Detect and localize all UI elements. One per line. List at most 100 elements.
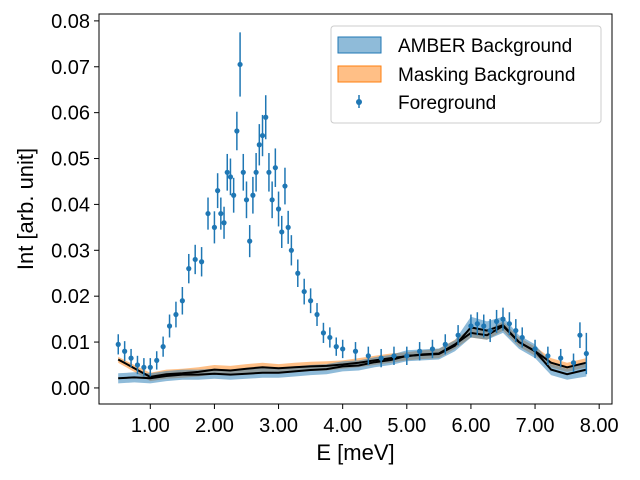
foreground-point [253, 169, 259, 175]
y-tick-label: 0.06 [51, 103, 90, 125]
plot-area [115, 32, 589, 384]
foreground-point [234, 128, 240, 134]
legend-label-amber: AMBER Background [398, 36, 572, 57]
y-tick-label: 0.04 [51, 194, 90, 216]
foreground-point [115, 341, 121, 347]
foreground-point [218, 210, 224, 217]
x-tick-label: 5.00 [387, 415, 426, 437]
y-tick-label: 0.01 [51, 332, 90, 354]
foreground-point [272, 165, 278, 171]
y-axis: 0.00 0.01 0.02 0.03 0.04 0.05 0.06 0.07 0.08 [51, 11, 99, 400]
x-tick-label: 4.00 [323, 415, 362, 437]
foreground-point [519, 334, 525, 341]
legend-swatch-masking [337, 65, 382, 83]
foreground-point [186, 266, 192, 272]
foreground-point [481, 323, 487, 329]
foreground-point [256, 142, 262, 148]
foreground-point [513, 327, 519, 334]
x-tick-label: 2.00 [195, 415, 234, 437]
foreground-point [301, 288, 307, 295]
foreground-point [417, 348, 423, 354]
foreground-point [506, 321, 512, 327]
foreground-point [314, 311, 320, 318]
foreground-point [429, 346, 436, 352]
foreground-point [493, 318, 500, 325]
legend-label-masking: Masking Background [398, 65, 575, 86]
y-tick-label: 0.00 [51, 378, 90, 400]
x-axis-label: E [meV] [316, 440, 394, 465]
foreground-point [583, 350, 589, 357]
foreground-point [147, 364, 153, 370]
foreground-point [221, 220, 227, 226]
legend-swatch-amber [337, 36, 382, 54]
foreground-point [455, 332, 461, 338]
y-tick-label: 0.07 [51, 57, 90, 79]
legend-frame [330, 25, 602, 124]
foreground-point [340, 346, 346, 352]
legend-label-foreground: Foreground [398, 93, 496, 114]
y-tick-label: 0.08 [51, 11, 90, 33]
foreground-point [577, 332, 583, 338]
foreground-point [275, 206, 282, 212]
x-axis: 1.00 2.00 3.00 4.00 5.00 6.00 7.00 8.00 [131, 404, 619, 437]
foreground-point [179, 298, 185, 304]
foreground-point [468, 323, 474, 329]
plot-content [115, 32, 589, 384]
foreground-point [263, 114, 269, 120]
foreground-point [570, 360, 577, 366]
x-tick-label: 7.00 [516, 415, 555, 437]
foreground-point [279, 229, 285, 235]
foreground-point [173, 311, 179, 318]
foreground-point [237, 61, 243, 68]
foreground-point [532, 346, 538, 352]
foreground-point [215, 188, 221, 194]
legend: AMBER Background Masking Background Fore… [330, 25, 602, 124]
foreground-point [295, 270, 301, 276]
foreground-point [224, 169, 230, 175]
foreground-point [122, 348, 128, 354]
foreground-point [243, 197, 250, 203]
y-tick-label: 0.02 [51, 286, 90, 308]
foreground-point [192, 256, 198, 263]
axes-frame [98, 13, 613, 405]
x-tick-label: 1.00 [131, 415, 170, 437]
foreground-point [333, 344, 339, 350]
foreground-point [442, 341, 448, 347]
foreground-point [500, 316, 506, 322]
foreground-point [320, 330, 327, 336]
foreground-point [259, 132, 266, 139]
foreground-point [211, 224, 218, 230]
foreground-point [404, 353, 410, 359]
foreground-point [205, 210, 211, 217]
legend-foreground-marker [356, 99, 362, 105]
foreground-point [558, 355, 564, 361]
foreground-point [285, 224, 291, 230]
foreground-point [166, 323, 173, 329]
foreground-point [141, 364, 147, 370]
foreground-point [134, 362, 141, 368]
foreground-point [227, 174, 234, 180]
foreground-point [199, 259, 205, 265]
background-mean-line-1 [118, 323, 587, 380]
foreground-point [282, 183, 288, 189]
foreground-point [128, 355, 134, 361]
y-axis-label: Int [arb. unit] [13, 148, 38, 270]
foreground-point [266, 169, 272, 175]
x-tick-label: 6.00 [451, 415, 490, 437]
foreground-point [487, 327, 493, 334]
foreground-point [154, 357, 160, 364]
foreground-point [160, 344, 166, 350]
foreground-point [391, 353, 397, 359]
foreground-point [288, 247, 294, 253]
foreground-point [365, 353, 371, 359]
foreground-point [378, 355, 384, 361]
foreground-point [308, 298, 314, 304]
x-tick-label: 8.00 [580, 415, 619, 437]
foreground-point [269, 197, 275, 203]
foreground-point [352, 348, 359, 354]
foreground-point [247, 238, 253, 244]
y-tick-label: 0.03 [51, 240, 90, 262]
foreground-point [231, 192, 237, 198]
foreground-point [250, 192, 256, 198]
